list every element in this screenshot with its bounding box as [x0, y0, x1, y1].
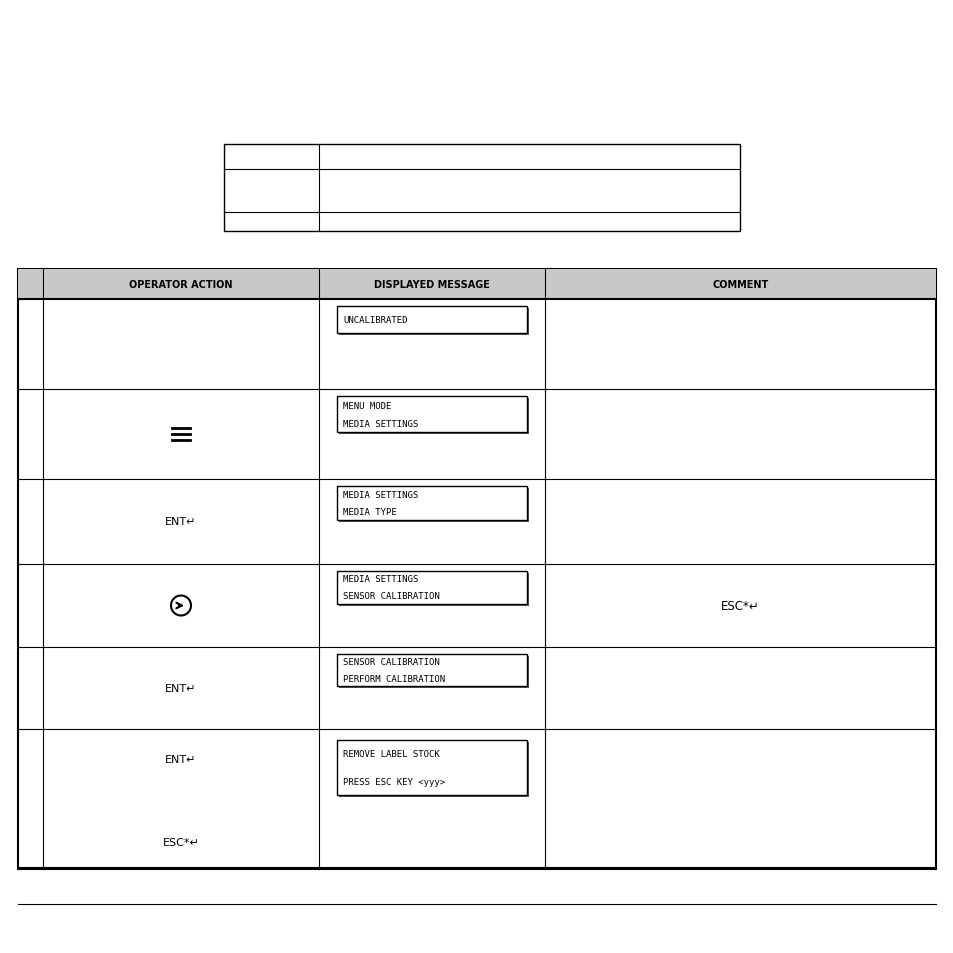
Bar	[338, 573, 528, 606]
Bar	[336, 307, 526, 334]
Bar	[18, 270, 935, 299]
Text: ESC*↵: ESC*↵	[162, 838, 199, 847]
Text: PERFORM CALIBRATION: PERFORM CALIBRATION	[343, 674, 445, 683]
Text: SENSOR CALIBRATION: SENSOR CALIBRATION	[343, 658, 439, 666]
Bar	[336, 571, 526, 604]
Bar	[336, 654, 526, 687]
Text: ENT↵: ENT↵	[165, 517, 196, 527]
Bar	[338, 742, 528, 798]
Text: ESC*↵: ESC*↵	[720, 599, 760, 613]
Bar	[338, 656, 528, 689]
Text: MEDIA SETTINGS: MEDIA SETTINGS	[343, 490, 418, 499]
Bar	[338, 488, 528, 522]
Bar	[336, 740, 526, 796]
Text: ENT↵: ENT↵	[165, 755, 196, 764]
Bar	[336, 396, 526, 433]
Text: DISPLAYED MESSAGE: DISPLAYED MESSAGE	[374, 280, 490, 290]
Bar	[338, 398, 528, 435]
Text: MEDIA SETTINGS: MEDIA SETTINGS	[343, 419, 418, 428]
Text: OPERATOR ACTION: OPERATOR ACTION	[129, 280, 233, 290]
Bar	[18, 270, 935, 869]
Text: ENT↵: ENT↵	[165, 683, 196, 693]
Text: MENU MODE: MENU MODE	[343, 401, 391, 411]
Text: UNCALIBRATED: UNCALIBRATED	[343, 315, 407, 325]
Bar	[336, 486, 526, 520]
Bar	[338, 309, 528, 335]
Text: MEDIA SETTINGS: MEDIA SETTINGS	[343, 575, 418, 584]
Text: REMOVE LABEL STOCK: REMOVE LABEL STOCK	[343, 750, 439, 759]
Text: COMMENT: COMMENT	[712, 280, 768, 290]
Text: SENSOR CALIBRATION: SENSOR CALIBRATION	[343, 592, 439, 600]
Bar	[224, 145, 740, 232]
Text: PRESS ESC KEY <yyy>: PRESS ESC KEY <yyy>	[343, 777, 445, 786]
Text: MEDIA TYPE: MEDIA TYPE	[343, 507, 396, 517]
